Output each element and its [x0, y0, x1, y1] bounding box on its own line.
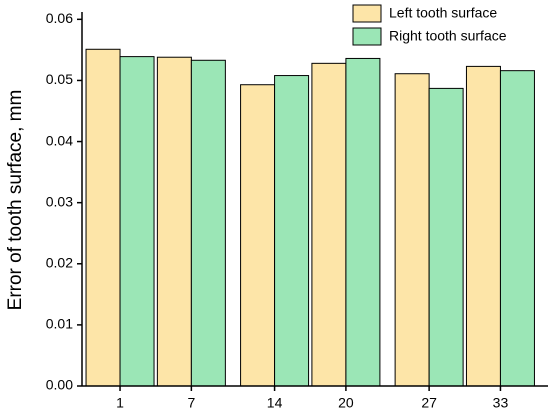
y-tick-label: 0.01: [46, 316, 73, 332]
bar: [274, 75, 310, 387]
x-tick-label: 1: [116, 395, 124, 411]
legend-label: Left tooth surface: [389, 5, 497, 21]
y-tick-label: 0.05: [46, 71, 73, 87]
bar: [345, 57, 381, 387]
legend-swatch: [352, 4, 382, 23]
y-tick-label: 0.06: [46, 10, 73, 26]
bar: [499, 70, 535, 387]
y-tick-label: 0.02: [46, 254, 73, 270]
x-tick-label: 7: [187, 395, 195, 411]
bar: [190, 59, 226, 387]
bar: [119, 56, 155, 387]
x-tick-label: 27: [421, 395, 437, 411]
bar: [311, 62, 347, 387]
bar: [465, 65, 501, 387]
legend-swatch: [352, 27, 382, 46]
x-tick-label: 33: [493, 395, 509, 411]
y-axis-label: Error of tooth surface, mm: [5, 90, 26, 311]
bar: [240, 84, 276, 387]
bar: [394, 73, 430, 387]
y-tick-label: 0.00: [46, 377, 73, 393]
x-tick-label: 14: [267, 395, 283, 411]
bar: [85, 48, 121, 387]
y-tick-label: 0.03: [46, 193, 73, 209]
x-tick-label: 20: [338, 395, 354, 411]
bar: [156, 56, 192, 387]
bar: [428, 87, 464, 387]
y-tick-label: 0.04: [46, 132, 73, 148]
legend-label: Right tooth surface: [389, 28, 507, 44]
